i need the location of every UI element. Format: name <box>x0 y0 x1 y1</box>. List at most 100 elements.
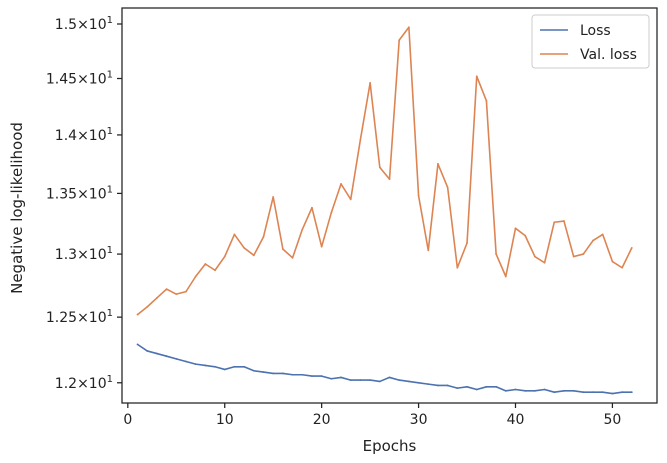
data-point <box>330 377 333 380</box>
data-point <box>378 166 381 169</box>
legend-label: Loss <box>580 23 611 39</box>
data-point <box>572 255 575 258</box>
x-axis: 0 10 20 30 40 50 <box>123 403 621 428</box>
series-layer <box>136 26 633 395</box>
y-tick-label: 1.2×101 <box>55 374 113 392</box>
data-point <box>233 233 236 236</box>
data-point <box>223 255 226 258</box>
data-point <box>407 26 410 29</box>
x-tick-label: 10 <box>216 412 234 428</box>
data-point <box>243 247 246 249</box>
data-point <box>427 383 430 386</box>
legend-label: Val. loss <box>580 47 637 63</box>
data-point <box>514 388 517 391</box>
data-point <box>369 379 372 381</box>
y-tick-times: × <box>77 247 89 263</box>
data-point <box>456 387 459 390</box>
x-tick-label: 0 <box>123 412 132 428</box>
y-tick-times: × <box>77 376 89 392</box>
data-point <box>485 99 488 102</box>
data-point <box>359 138 362 141</box>
data-point <box>533 255 536 258</box>
data-point <box>291 256 294 259</box>
y-tick-mantissa: 1.2 <box>55 376 77 392</box>
y-axis-label: Negative log-likelihood <box>8 122 26 294</box>
data-point <box>204 263 207 265</box>
y-tick-label: 1.35×101 <box>46 184 113 202</box>
data-point <box>407 380 410 383</box>
data-point <box>340 376 342 379</box>
data-point <box>582 391 585 394</box>
data-point <box>437 384 439 387</box>
data-point <box>155 352 158 355</box>
data-point <box>524 234 527 237</box>
data-point <box>630 247 633 249</box>
legend: Loss Val. loss <box>531 14 650 69</box>
data-point <box>136 343 139 346</box>
data-point <box>291 373 294 376</box>
data-point <box>427 249 430 252</box>
data-point <box>369 82 372 84</box>
data-point <box>185 360 187 363</box>
x-tick-label: 30 <box>410 412 428 428</box>
data-point <box>185 290 187 293</box>
data-point <box>504 275 507 278</box>
y-tick-mantissa: 1.25 <box>46 310 77 326</box>
data-point <box>398 379 401 381</box>
data-point <box>233 365 236 368</box>
data-point <box>563 220 565 222</box>
y-tick-label: 1.3×101 <box>55 245 113 263</box>
data-point <box>136 313 139 316</box>
y-tick-base: 10 <box>89 247 107 263</box>
y-tick-label: 1.4×101 <box>55 126 113 144</box>
data-point <box>417 381 420 384</box>
data-point <box>475 388 478 391</box>
data-point <box>320 375 323 377</box>
data-point <box>630 391 633 394</box>
data-point <box>572 389 575 392</box>
data-point <box>543 261 546 264</box>
y-tick-base: 10 <box>89 72 107 88</box>
data-point <box>194 363 197 366</box>
y-tick-label: 1.45×101 <box>46 70 113 88</box>
plot-frame <box>121 7 658 404</box>
data-point <box>262 235 265 238</box>
data-point <box>417 194 420 197</box>
data-point <box>388 178 391 181</box>
data-point <box>204 364 207 367</box>
data-point <box>495 253 498 255</box>
data-point <box>378 380 381 383</box>
x-tick-label: 20 <box>313 412 331 428</box>
y-tick-base: 10 <box>89 17 107 33</box>
series-line-loss <box>137 343 632 395</box>
x-tick-label: 40 <box>507 412 525 428</box>
y-tick-base: 10 <box>89 310 107 326</box>
y-tick-times: × <box>77 72 89 88</box>
data-point <box>466 242 468 244</box>
data-point <box>446 384 449 387</box>
y-tick-mantissa: 1.35 <box>46 186 77 202</box>
data-point <box>621 391 624 394</box>
data-point <box>146 305 149 308</box>
data-point <box>543 388 546 391</box>
data-point <box>252 254 255 257</box>
data-point <box>214 269 216 272</box>
data-point <box>330 211 333 214</box>
data-point <box>311 206 313 209</box>
data-point <box>262 371 265 373</box>
y-tick-exponent: 1 <box>107 126 113 137</box>
data-point <box>388 376 391 379</box>
y-tick-mantissa: 1.4 <box>55 128 77 144</box>
x-tick-label: 50 <box>604 412 622 428</box>
data-point <box>553 391 556 394</box>
y-tick-label: 1.25×101 <box>46 308 113 326</box>
data-point <box>466 385 468 388</box>
data-point <box>475 75 478 78</box>
data-point <box>146 350 149 352</box>
y-tick-exponent: 1 <box>107 374 113 385</box>
data-point <box>281 248 284 251</box>
data-point <box>601 233 604 236</box>
data-point <box>533 389 536 392</box>
data-point <box>281 372 284 375</box>
